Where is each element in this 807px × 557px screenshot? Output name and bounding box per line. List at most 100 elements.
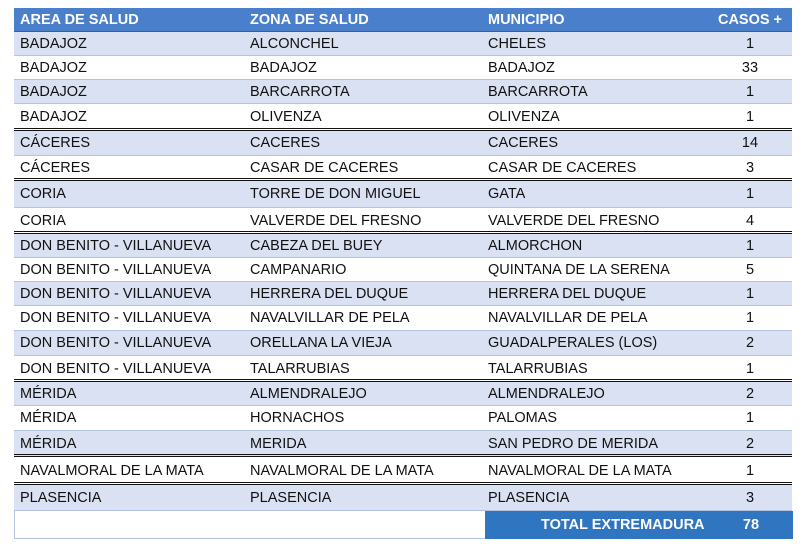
casos-cell: 14 bbox=[741, 135, 759, 151]
area-cell: CORIA bbox=[20, 213, 66, 229]
zona-cell: ALMENDRALEJO bbox=[250, 386, 367, 402]
casos-cell: 1 bbox=[745, 36, 755, 52]
municipio-cell: CASAR DE CACERES bbox=[488, 160, 637, 176]
casos-cell: 1 bbox=[745, 463, 755, 479]
municipio-cell: BADAJOZ bbox=[488, 60, 555, 76]
zona-cell: NAVALMORAL DE LA MATA bbox=[250, 463, 434, 479]
total-label: TOTAL EXTREMADURA bbox=[541, 517, 705, 533]
municipio-cell: NAVALMORAL DE LA MATA bbox=[488, 463, 672, 479]
area-cell: BADAJOZ bbox=[20, 36, 87, 52]
zona-cell: VALVERDE DEL FRESNO bbox=[250, 213, 422, 229]
municipio-cell: GATA bbox=[488, 186, 526, 202]
casos-cell: 4 bbox=[745, 213, 755, 229]
casos-cell: 5 bbox=[745, 262, 755, 278]
zona-cell: NAVALVILLAR DE PELA bbox=[250, 310, 410, 326]
casos-cell: 3 bbox=[745, 490, 755, 506]
casos-cell: 1 bbox=[745, 109, 755, 125]
header-area-de-salud: AREA DE SALUD bbox=[20, 12, 139, 28]
header-casos: CASOS + bbox=[717, 12, 783, 28]
casos-cell: 1 bbox=[745, 361, 755, 377]
municipio-cell: SAN PEDRO DE MERIDA bbox=[488, 436, 658, 452]
table-row: BADAJOZ BARCARROTA BARCARROTA 1 bbox=[14, 80, 792, 104]
municipio-cell: NAVALVILLAR DE PELA bbox=[488, 310, 648, 326]
zona-cell: BARCARROTA bbox=[250, 84, 350, 100]
casos-cell: 1 bbox=[745, 186, 755, 202]
municipio-cell: GUADALPERALES (LOS) bbox=[488, 335, 658, 351]
table-row: BADAJOZ ALCONCHEL CHELES 1 bbox=[14, 32, 792, 56]
table-row: DON BENITO - VILLANUEVA ORELLANA LA VIEJA… bbox=[14, 331, 792, 356]
area-cell: BADAJOZ bbox=[20, 60, 87, 76]
table-body: BADAJOZ ALCONCHEL CHELES 1 BADAJOZ BADAJOZ BAD… bbox=[14, 32, 792, 511]
zona-cell: BADAJOZ bbox=[250, 60, 317, 76]
total-row: TOTAL EXTREMADURA 78 bbox=[14, 511, 793, 539]
casos-cell: 2 bbox=[745, 335, 755, 351]
casos-cell: 3 bbox=[745, 160, 755, 176]
zona-cell: PLASENCIA bbox=[250, 490, 332, 506]
table-row: DON BENITO - VILLANUEVA TALARRUBIAS TALARR… bbox=[14, 356, 792, 382]
municipio-cell: ALMORCHON bbox=[488, 238, 583, 254]
municipio-cell: QUINTANA DE LA SERENA bbox=[488, 262, 670, 278]
table-row: DON BENITO - VILLANUEVA NAVALVILLAR DE PE… bbox=[14, 306, 792, 331]
zona-cell: HORNACHOS bbox=[250, 410, 345, 426]
zona-cell: CABEZA DEL BUEY bbox=[250, 238, 383, 254]
total-value: 78 bbox=[742, 517, 760, 533]
table-row: BADAJOZ OLIVENZA OLIVENZA 1 bbox=[14, 104, 792, 131]
table-row: DON BENITO - VILLANUEVA CAMPANARIO QUINTAN… bbox=[14, 258, 792, 282]
zona-cell: CAMPANARIO bbox=[250, 262, 347, 278]
area-cell: NAVALMORAL DE LA MATA bbox=[20, 463, 204, 479]
municipio-cell: VALVERDE DEL FRESNO bbox=[488, 213, 660, 229]
municipio-cell: CHELES bbox=[488, 36, 547, 52]
municipio-cell: BARCARROTA bbox=[488, 84, 588, 100]
table-row: CORIA VALVERDE DEL FRESNO VALVERDE DEL FRE… bbox=[14, 208, 792, 234]
table-header-row: AREA DE SALUD ZONA DE SALUD MUNICIPIO CA… bbox=[14, 8, 792, 32]
casos-cell: 1 bbox=[745, 310, 755, 326]
casos-cell: 33 bbox=[741, 60, 759, 76]
cases-table: AREA DE SALUD ZONA DE SALUD MUNICIPIO CA… bbox=[14, 8, 793, 539]
area-cell: DON BENITO - VILLANUEVA bbox=[20, 335, 212, 351]
area-cell: CÁCERES bbox=[20, 135, 91, 151]
total-box: TOTAL EXTREMADURA 78 bbox=[485, 511, 793, 539]
table-row: CÁCERES CACERES CACERES 14 bbox=[14, 131, 792, 156]
table-row: PLASENCIA PLASENCIA PLASENCIA 3 bbox=[14, 485, 792, 511]
table-row: CORIA TORRE DE DON MIGUEL GATA 1 bbox=[14, 181, 792, 208]
municipio-cell: TALARRUBIAS bbox=[488, 361, 588, 377]
area-cell: DON BENITO - VILLANUEVA bbox=[20, 286, 212, 302]
municipio-cell: OLIVENZA bbox=[488, 109, 560, 125]
header-municipio: MUNICIPIO bbox=[488, 12, 565, 28]
area-cell: BADAJOZ bbox=[20, 109, 87, 125]
casos-cell: 1 bbox=[745, 84, 755, 100]
area-cell: CÁCERES bbox=[20, 160, 91, 176]
table-row: CÁCERES CASAR DE CACERES CASAR DE CACERES 3 bbox=[14, 156, 792, 181]
municipio-cell: CACERES bbox=[488, 135, 559, 151]
table-row: NAVALMORAL DE LA MATA NAVALMORAL DE LA MA… bbox=[14, 457, 792, 485]
zona-cell: CASAR DE CACERES bbox=[250, 160, 399, 176]
zona-cell: TORRE DE DON MIGUEL bbox=[250, 186, 421, 202]
area-cell: MÉRIDA bbox=[20, 410, 77, 426]
municipio-cell: PALOMAS bbox=[488, 410, 558, 426]
area-cell: PLASENCIA bbox=[20, 490, 102, 506]
area-cell: MÉRIDA bbox=[20, 386, 77, 402]
zona-cell: OLIVENZA bbox=[250, 109, 322, 125]
zona-cell: ALCONCHEL bbox=[250, 36, 339, 52]
casos-cell: 1 bbox=[745, 238, 755, 254]
zona-cell: ORELLANA LA VIEJA bbox=[250, 335, 392, 351]
area-cell: DON BENITO - VILLANUEVA bbox=[20, 361, 212, 377]
municipio-cell: ALMENDRALEJO bbox=[488, 386, 605, 402]
casos-cell: 2 bbox=[745, 386, 755, 402]
casos-cell: 1 bbox=[745, 410, 755, 426]
zona-cell: TALARRUBIAS bbox=[250, 361, 350, 377]
table-row: DON BENITO - VILLANUEVA HERRERA DEL DUQUE… bbox=[14, 282, 792, 306]
zona-cell: HERRERA DEL DUQUE bbox=[250, 286, 409, 302]
zona-cell: CACERES bbox=[250, 135, 321, 151]
municipio-cell: PLASENCIA bbox=[488, 490, 570, 506]
area-cell: BADAJOZ bbox=[20, 84, 87, 100]
table-row: MÉRIDA MERIDA SAN PEDRO DE MERIDA 2 bbox=[14, 431, 792, 457]
municipio-cell: HERRERA DEL DUQUE bbox=[488, 286, 647, 302]
table-row: MÉRIDA ALMENDRALEJO ALMENDRALEJO 2 bbox=[14, 382, 792, 406]
area-cell: DON BENITO - VILLANUEVA bbox=[20, 238, 212, 254]
area-cell: CORIA bbox=[20, 186, 66, 202]
table-row: MÉRIDA HORNACHOS PALOMAS 1 bbox=[14, 406, 792, 431]
table-row: DON BENITO - VILLANUEVA CABEZA DEL BUEY AL… bbox=[14, 234, 792, 258]
header-zona-de-salud: ZONA DE SALUD bbox=[250, 12, 369, 28]
area-cell: DON BENITO - VILLANUEVA bbox=[20, 262, 212, 278]
